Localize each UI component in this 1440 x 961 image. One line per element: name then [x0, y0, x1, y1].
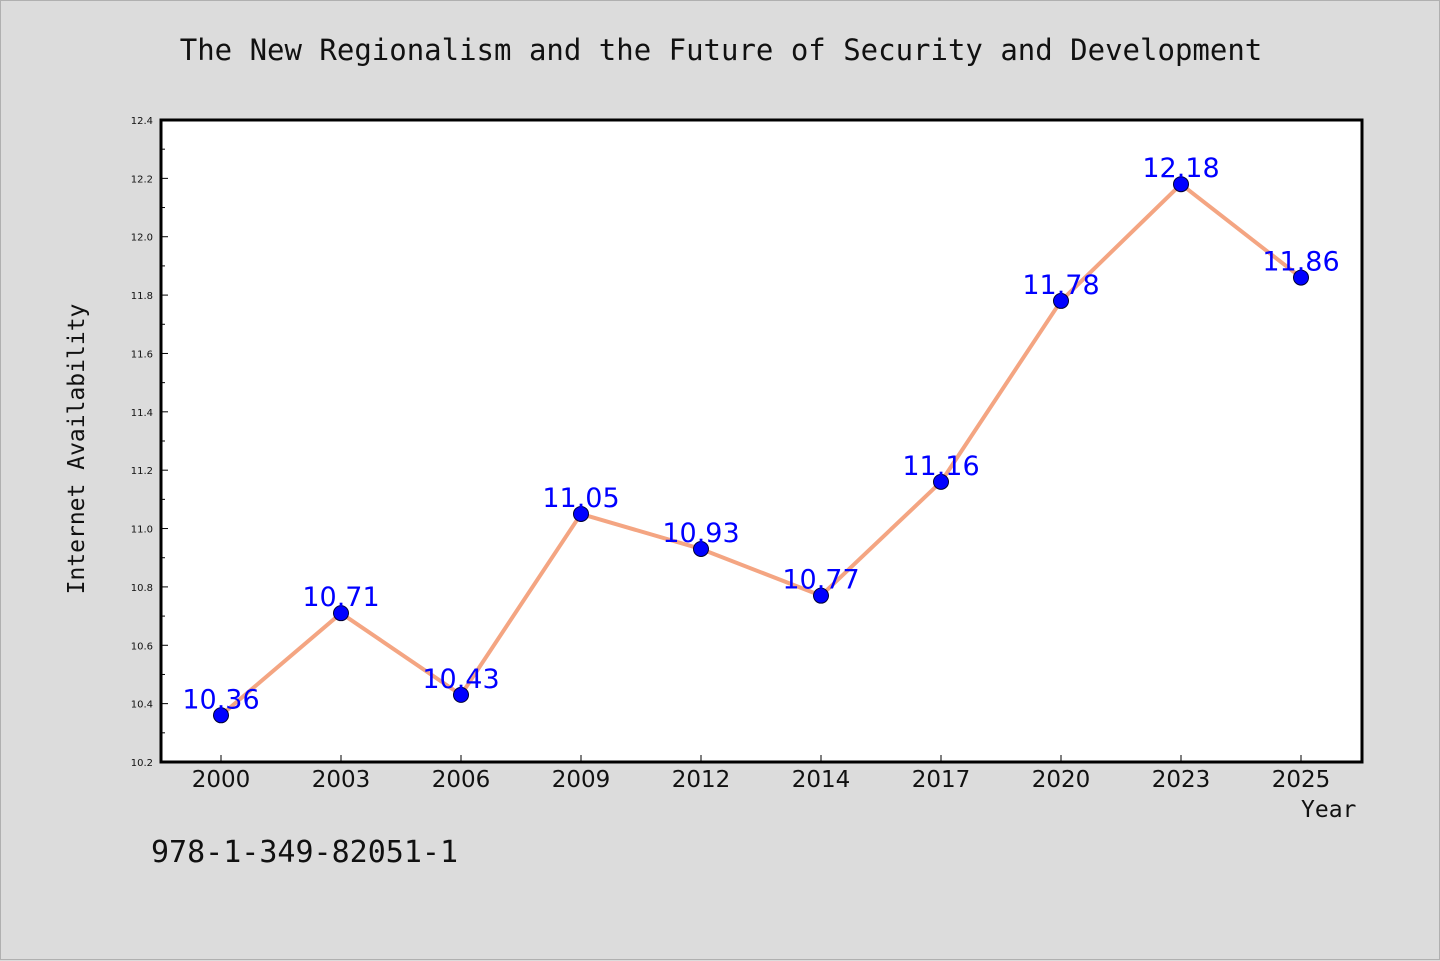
x-tick-label: 2014 [792, 767, 851, 793]
data-label: 10.36 [182, 684, 259, 715]
data-point-marker [213, 707, 229, 724]
x-tick-label: 2000 [192, 767, 251, 793]
y-tick-label: 10.4 [131, 700, 153, 711]
plot-area [159, 118, 1364, 764]
y-tick-label: 11.6 [131, 349, 153, 360]
y-tick-label: 12.2 [131, 174, 153, 185]
x-tick-label: 2023 [1152, 767, 1211, 793]
data-point-marker [813, 587, 829, 604]
y-tick-label: 12.0 [131, 233, 153, 244]
x-tick-label: 2020 [1032, 767, 1091, 793]
y-tick-label: 10.8 [131, 583, 153, 594]
x-tick-label: 2017 [912, 767, 971, 793]
data-label: 11.86 [1262, 247, 1339, 278]
x-tick-label: 2006 [432, 767, 491, 793]
x-tick-label: 2012 [672, 767, 731, 793]
x-axis-ticks: 2000 2003 2006 2009 2012 2014 2017 2020 2023 2025 [192, 755, 1331, 793]
data-point-marker [1173, 176, 1189, 193]
data-label: 10.77 [782, 565, 859, 596]
series-line [219, 182, 1303, 717]
data-label: 12.18 [1142, 153, 1219, 184]
y-tick-label: 11.4 [131, 408, 153, 419]
y-axis-ticks: 10.2 10.4 10.6 10.8 11.0 11.2 11.4 11.6 11.8 12.0… [131, 116, 168, 769]
data-point-marker [573, 505, 589, 522]
y-tick-label: 11.0 [131, 525, 153, 536]
isbn-text: 978-1-349-82051-1 [151, 835, 459, 870]
data-label: 10.43 [422, 664, 499, 695]
y-tick-label: 12.4 [131, 116, 153, 127]
data-point-marker [1053, 292, 1069, 309]
chart-title: The New Regionalism and the Future of Se… [179, 33, 1263, 67]
data-label: 11.05 [542, 483, 619, 514]
y-tick-label: 11.2 [131, 466, 153, 477]
y-tick-label: 10.6 [131, 641, 153, 652]
data-point-marker [933, 473, 949, 490]
x-axis-label: Year [1301, 797, 1357, 823]
data-point-marker [333, 605, 349, 622]
x-tick-label: 2025 [1272, 767, 1331, 793]
data-label-group: 10.36 10.71 10.43 11.05 10.93 10.77 11.16 11.78… [182, 153, 1339, 715]
data-point-marker [453, 686, 469, 703]
x-tick-label: 2003 [312, 767, 371, 793]
data-label: 10.93 [662, 518, 739, 549]
y-tick-label: 11.8 [131, 291, 153, 302]
x-tick-label: 2009 [552, 767, 611, 793]
data-label: 11.16 [902, 451, 979, 482]
data-label: 11.78 [1022, 270, 1099, 301]
data-label: 10.71 [302, 582, 379, 613]
y-tick-label: 10.2 [131, 758, 153, 769]
data-point-marker [1293, 269, 1309, 286]
data-point-marker [693, 540, 709, 557]
series-line-group [213, 176, 1309, 724]
